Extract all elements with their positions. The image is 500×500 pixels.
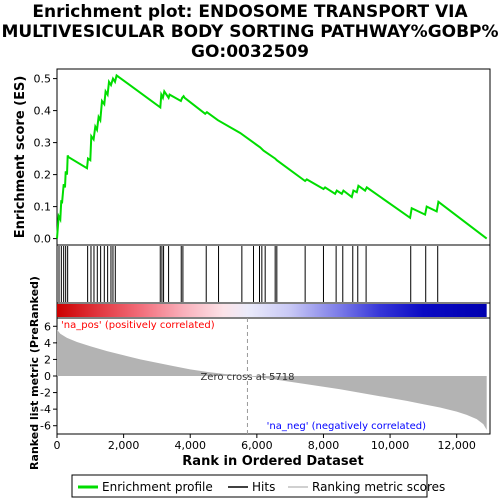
zero-cross-label: Zero cross at 5718	[200, 372, 294, 383]
metric-x-tick-label: 2,000	[108, 439, 140, 452]
chart-title-line-3: GO:0032509	[190, 42, 309, 62]
enrichment-profile-line	[56, 73, 488, 240]
chart-title-line-2: MULTIVESICULAR BODY SORTING PATHWAY%GOBP…	[1, 22, 499, 42]
enrichment-y-tick-label: 0.5	[34, 73, 52, 86]
legend-metric-label: Ranking metric scores	[312, 480, 445, 494]
metric-y-tick-label: -4	[40, 403, 51, 416]
enrichment-y-axis-label: Enrichment score (ES)	[13, 76, 28, 239]
enrichment-panel: 0.0 0.1 0.2 0.3 0.4 0.5	[34, 73, 488, 246]
legend: Enrichment profile Hits Ranking metric s…	[71, 474, 445, 498]
rank-bar	[57, 304, 487, 317]
metric-y-tick-label: 0	[44, 370, 51, 383]
metric-y-tick-label: 2	[44, 353, 51, 366]
hits-panel-frame	[56, 244, 491, 304]
rank-bar-gradient	[57, 304, 487, 317]
metric-x-tick-label: 6,000	[241, 439, 273, 452]
legend-enrichment-label: Enrichment profile	[102, 480, 213, 494]
pos-correlated-label: 'na_pos' (positively correlated)	[61, 320, 215, 331]
legend-frame	[71, 474, 428, 498]
enrichment-y-tick-label: 0.4	[34, 105, 52, 118]
enrichment-y-tick-label: 0.3	[34, 137, 52, 150]
legend-hits-label: Hits	[252, 480, 275, 494]
metric-x-tick-label: 12,000	[437, 439, 476, 452]
enrichment-y-tick-label: 0.1	[34, 201, 52, 214]
metric-x-tick-label: 0	[54, 439, 61, 452]
metric-y-tick-label: -6	[40, 420, 51, 433]
metric-y-axis-label: Ranked list metric (PreRanked)	[28, 276, 41, 470]
neg-correlated-label: 'na_neg' (negatively correlated)	[267, 421, 426, 432]
metric-y-tick-label: 6	[44, 320, 51, 333]
metric-x-tick-label: 4,000	[174, 439, 206, 452]
enrichment-y-tick-label: 0.0	[34, 233, 52, 246]
metric-x-axis-label: Rank in Ordered Dataset	[182, 454, 363, 469]
chart-title-line-1: Enrichment plot: ENDOSOME TRANSPORT VIA	[32, 2, 468, 22]
enrichment-y-tick-label: 0.2	[34, 169, 52, 182]
metric-y-tick-label: -2	[40, 387, 51, 400]
metric-y-tick-label: 4	[44, 337, 51, 350]
hits-panel	[58, 246, 439, 302]
metric-x-tick-label: 10,000	[371, 439, 410, 452]
metric-area	[57, 329, 487, 430]
chart-title: Enrichment plot: ENDOSOME TRANSPORT VIA …	[0, 2, 500, 62]
metric-x-tick-label: 8,000	[308, 439, 340, 452]
metric-panel: -6 -4 -2 0 2 4 6 0 2,000 4,000 6,000 8,000 10,000 12,…	[40, 318, 487, 452]
